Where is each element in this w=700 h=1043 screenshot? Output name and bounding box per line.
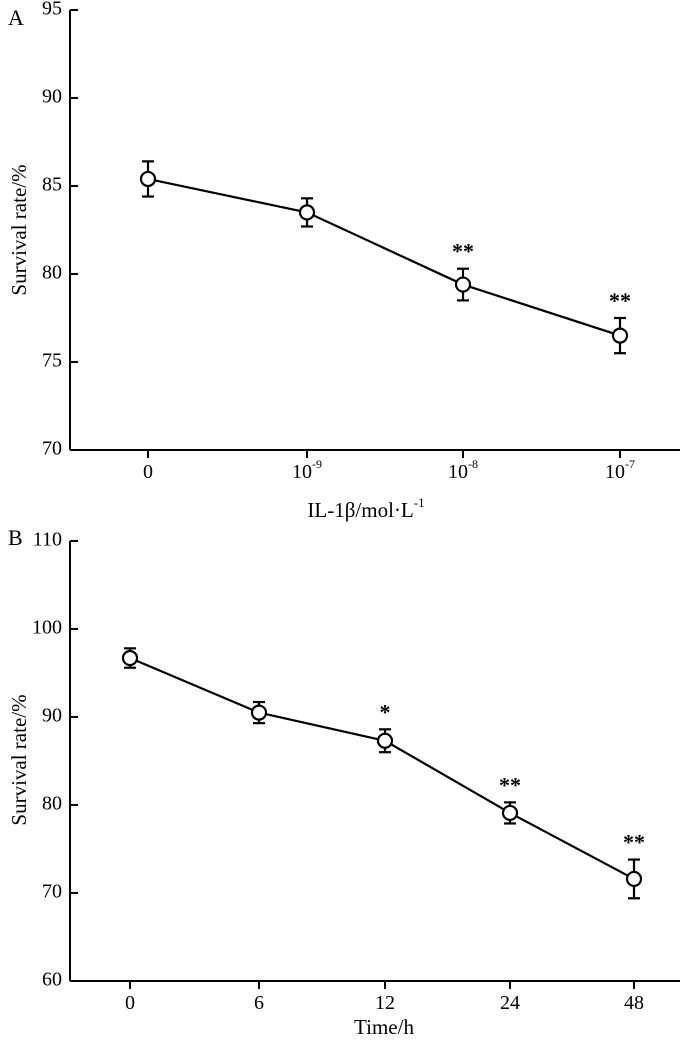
- panel-a-x-tick-label: 10-7: [605, 457, 635, 483]
- panel-b-x-tick-label: 48: [624, 992, 644, 1014]
- panel-b-series-line: [129, 657, 635, 880]
- panel-b-letter: B: [8, 525, 23, 550]
- chart-panel-a: A Survival rate/% IL-1β/mol·L-1 70 75 80 85…: [7, 0, 680, 522]
- panel-b-significance-label: *: [380, 699, 391, 724]
- panel-a-data-point: [454, 276, 472, 293]
- panel-a-significance-label: **: [609, 288, 631, 313]
- panel-b-data-point: [376, 732, 394, 749]
- chart-panel-b: B Survival rate/% Time/h 60 70 80 90 100 110 0…: [7, 525, 680, 1039]
- panel-b-x-tick-label-base: 6: [254, 992, 264, 1014]
- panel-b-y-tick-label: 110: [33, 529, 62, 551]
- panel-a-data-point: [139, 170, 157, 188]
- panel-a-x-axis-title-base: IL-1β/mol·L: [307, 498, 413, 522]
- panel-b-y-tick-label: 100: [32, 617, 62, 639]
- panel-a-x-tick-label: 10-8: [448, 457, 478, 483]
- panel-b-x-tick-label: 6: [254, 992, 264, 1014]
- panel-b-significance-label: **: [623, 830, 645, 855]
- panel-a-letter: A: [8, 5, 24, 30]
- panel-a-x-tick-label-sup: -8: [468, 457, 478, 471]
- panel-a-x-axis-title: IL-1β/mol·L-1: [307, 495, 424, 522]
- panel-a-y-tick-label: 75: [42, 350, 62, 372]
- panel-a-x-tick-label-sup: -9: [312, 457, 322, 471]
- panel-a-x-tick-label-base: 10: [448, 461, 468, 483]
- panel-b-x-tick-label-base: 12: [375, 992, 395, 1014]
- panel-b-y-tick-label: 90: [42, 705, 62, 727]
- panel-b-x-tick-label-base: 48: [624, 992, 644, 1014]
- panel-b-y-tick-label: 70: [42, 881, 62, 903]
- panel-b-data-point: [501, 804, 519, 822]
- panel-a-y-tick-label: 95: [42, 0, 62, 20]
- panel-a-y-axis-title: Survival rate/%: [7, 164, 31, 295]
- panel-b-y-tick-label: 80: [42, 793, 62, 815]
- panel-a-data-point: [611, 327, 629, 344]
- panel-b-x-tick-label-base: 0: [125, 992, 135, 1014]
- panel-a-y-tick-label: 90: [42, 86, 62, 108]
- panel-a-x-tick-label: 0: [143, 461, 153, 483]
- panel-b-x-tick-label-base: 24: [500, 992, 520, 1014]
- panel-b-data-point: [121, 649, 139, 667]
- panel-a-x-tick-label-base: 10: [292, 461, 312, 483]
- panel-a-x-tick-label: 10-9: [292, 457, 322, 483]
- panel-a-y-tick-label: 85: [42, 174, 62, 196]
- panel-b-y-axis-title: Survival rate/%: [7, 694, 31, 825]
- panel-a-significance-label: **: [452, 239, 474, 264]
- panel-a-series-line: [147, 177, 621, 337]
- panel-b-y-tick-label: 60: [42, 969, 62, 991]
- panel-a-x-tick-label-sup: -7: [625, 457, 635, 471]
- panel-b-x-axis-title: Time/h: [354, 1015, 414, 1039]
- panel-b-data-point: [625, 870, 643, 888]
- panel-b-x-tick-label: 24: [500, 992, 520, 1014]
- panel-b-x-tick-label: 0: [125, 992, 135, 1014]
- panel-b-data-point: [250, 704, 268, 721]
- panel-b-significance-label: **: [499, 772, 521, 797]
- panel-a-x-tick-label-base: 0: [143, 461, 153, 483]
- panel-a-x-tick-label-base: 10: [605, 461, 625, 483]
- panel-a-y-tick-label: 80: [42, 262, 62, 284]
- panel-b-x-tick-label: 12: [375, 992, 395, 1014]
- panel-a-y-tick-label: 70: [42, 438, 62, 460]
- panel-a-data-point: [298, 204, 316, 221]
- panel-a-x-axis-title-sup: -1: [414, 495, 425, 510]
